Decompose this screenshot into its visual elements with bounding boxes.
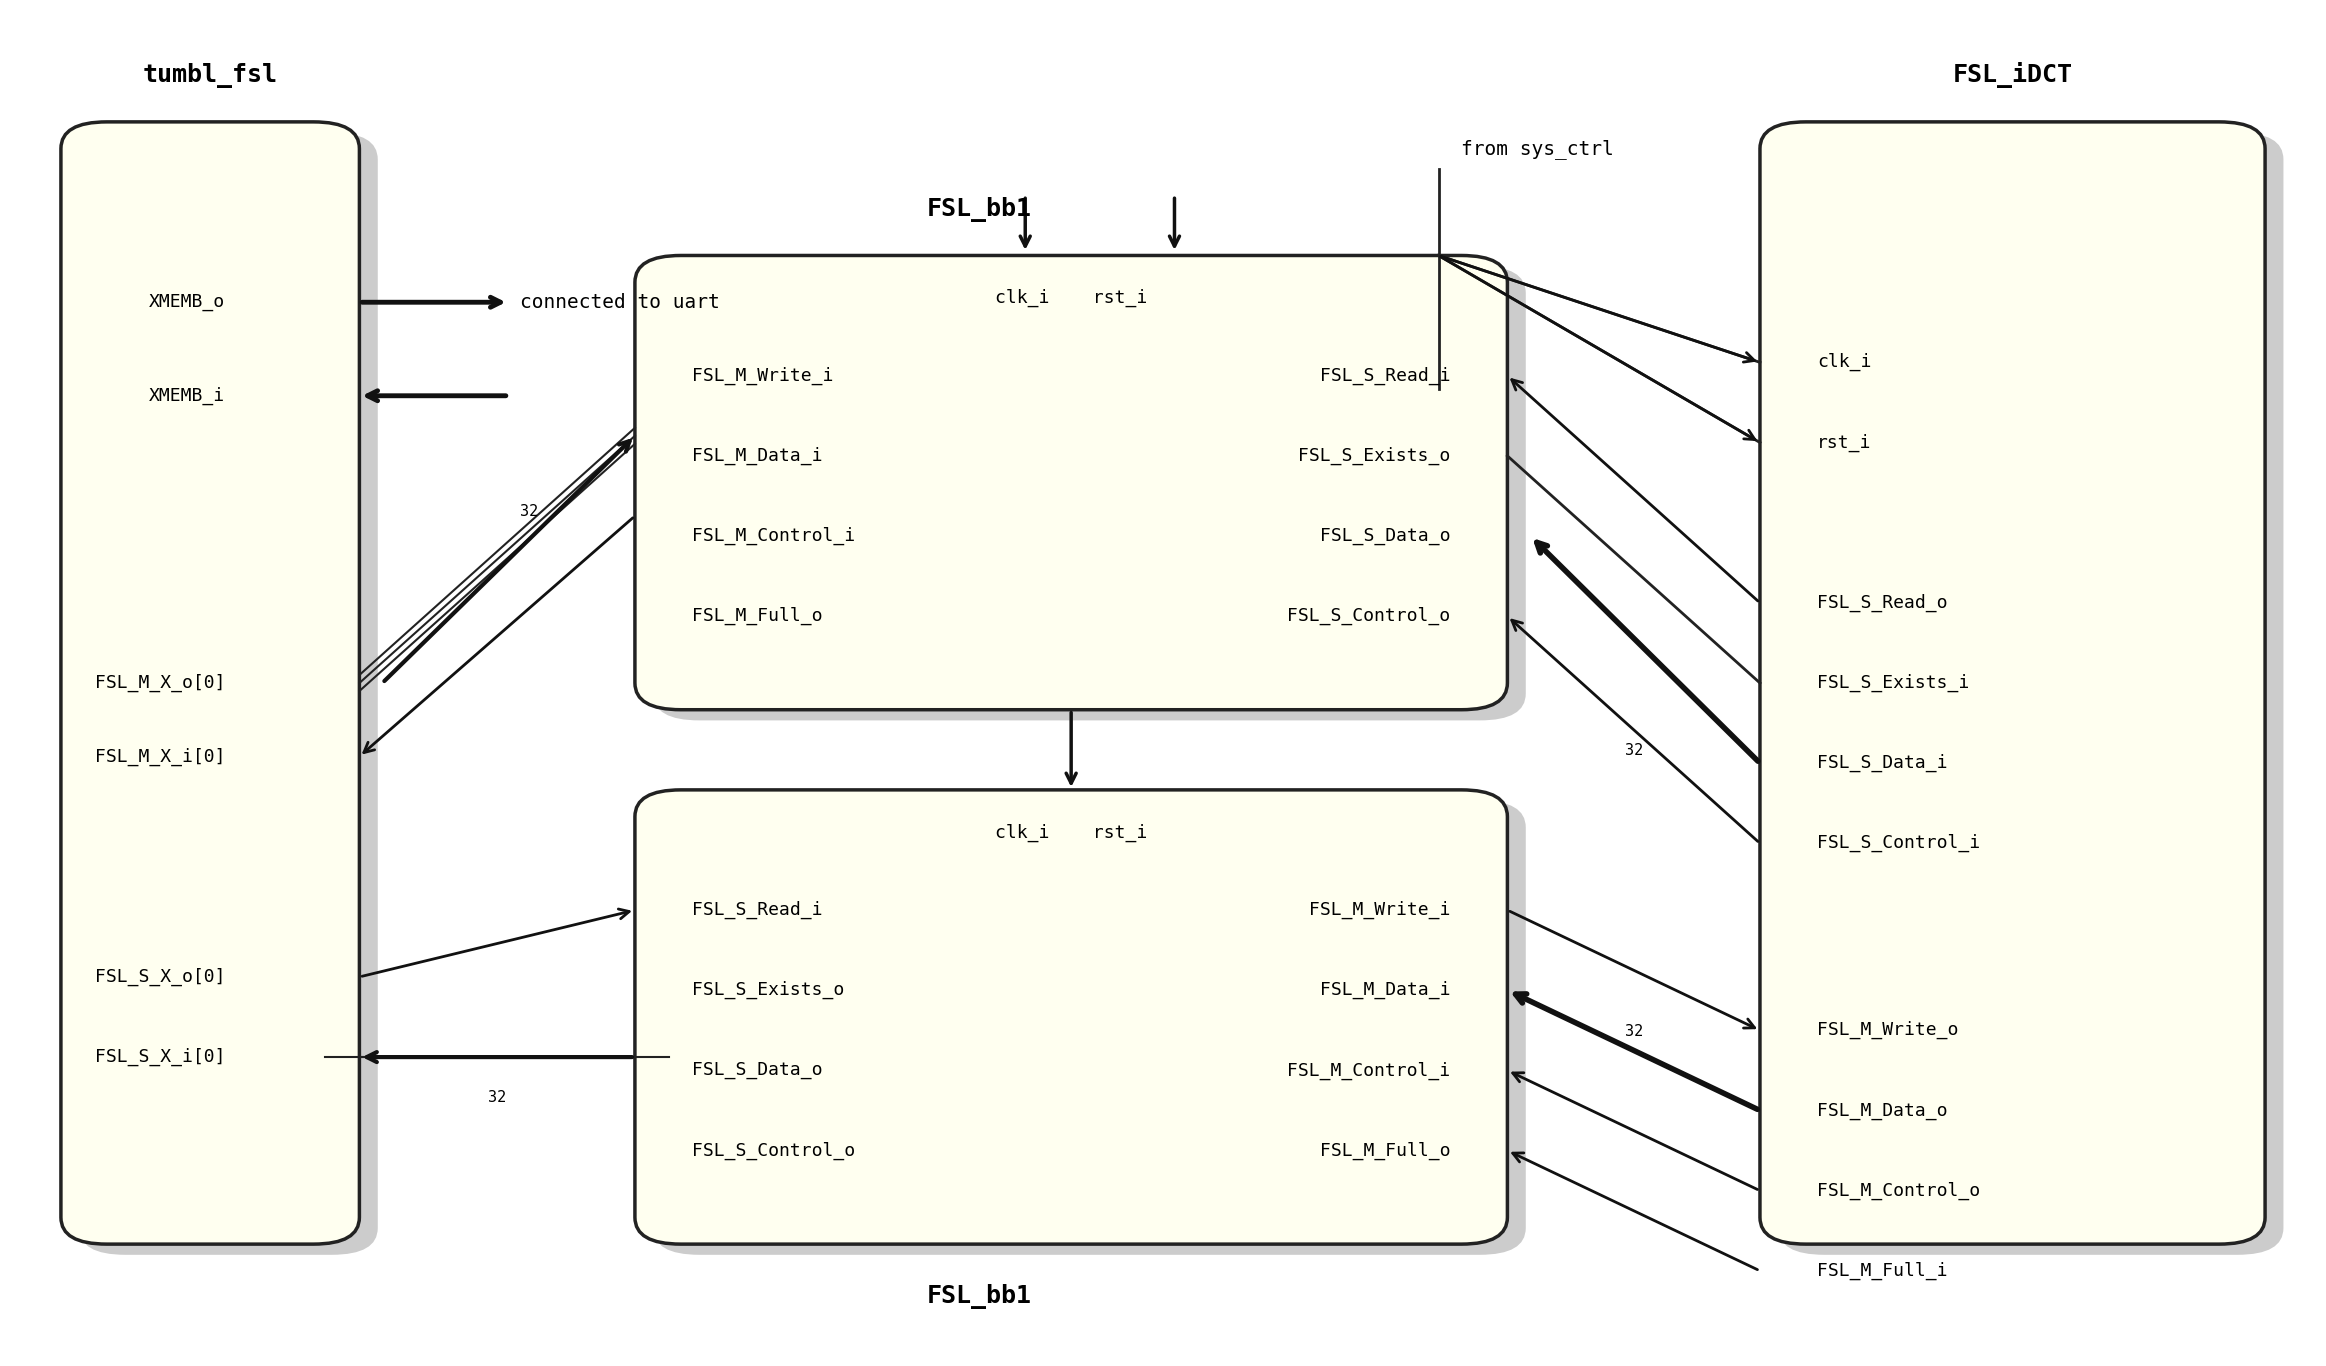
Text: rst_i: rst_i [1817,433,1872,452]
FancyBboxPatch shape [79,133,377,1255]
Text: FSL_M_Data_i: FSL_M_Data_i [1319,981,1449,1000]
Text: FSL_M_Data_o: FSL_M_Data_o [1817,1101,1947,1120]
Text: clk_i    rst_i: clk_i rst_i [996,288,1147,307]
FancyBboxPatch shape [1761,122,2266,1244]
Text: FSL_S_Control_o: FSL_S_Control_o [1286,607,1449,626]
Text: FSL_S_Control_o: FSL_S_Control_o [693,1142,856,1160]
Text: FSL_M_Full_o: FSL_M_Full_o [693,607,823,626]
Text: FSL_S_Control_i: FSL_S_Control_i [1817,835,1979,852]
Text: from sys_ctrl: from sys_ctrl [1461,138,1614,158]
Text: 32: 32 [1624,743,1642,758]
Text: FSL_S_Read_i: FSL_S_Read_i [693,902,823,919]
Text: FSL_S_X_i[0]: FSL_S_X_i[0] [95,1048,226,1067]
Text: FSL_M_Full_i: FSL_M_Full_i [1817,1262,1947,1280]
Text: connected to uart: connected to uart [521,292,719,311]
Text: FSL_M_X_i[0]: FSL_M_X_i[0] [95,747,226,765]
FancyBboxPatch shape [635,790,1507,1244]
FancyBboxPatch shape [60,122,361,1244]
FancyBboxPatch shape [654,266,1526,720]
Text: tumbl_fsl: tumbl_fsl [142,63,277,89]
Text: FSL_M_Write_i: FSL_M_Write_i [1310,902,1449,919]
Text: FSL_bb1: FSL_bb1 [926,197,1033,223]
Text: FSL_iDCT: FSL_iDCT [1952,63,2072,89]
Text: clk_i: clk_i [1817,354,1872,372]
Text: FSL_M_X_o[0]: FSL_M_X_o[0] [95,673,226,693]
Text: FSL_S_Exists_i: FSL_S_Exists_i [1817,673,1970,693]
Text: FSL_M_Write_i: FSL_M_Write_i [693,366,833,385]
Text: FSL_S_Exists_o: FSL_S_Exists_o [693,981,844,1000]
Text: FSL_S_Data_o: FSL_S_Data_o [693,1061,823,1079]
Text: FSL_bb1: FSL_bb1 [926,1284,1033,1309]
Text: FSL_M_Control_o: FSL_M_Control_o [1817,1182,1979,1199]
Text: 32: 32 [488,1090,507,1105]
Text: FSL_M_Control_i: FSL_M_Control_i [693,527,856,545]
Text: XMEMB_i: XMEMB_i [149,387,226,404]
Text: FSL_M_Write_o: FSL_M_Write_o [1817,1022,1958,1040]
Text: 32: 32 [521,504,537,519]
Text: FSL_S_Data_i: FSL_S_Data_i [1817,754,1947,772]
Text: FSL_S_Data_o: FSL_S_Data_o [1319,527,1449,545]
Text: FSL_S_Exists_o: FSL_S_Exists_o [1298,447,1449,464]
Text: XMEMB_o: XMEMB_o [149,294,226,311]
Text: FSL_M_Full_o: FSL_M_Full_o [1319,1142,1449,1160]
Text: FSL_S_Read_o: FSL_S_Read_o [1817,594,1947,612]
Text: 32: 32 [1624,1023,1642,1038]
Text: FSL_M_Data_i: FSL_M_Data_i [693,447,823,464]
FancyBboxPatch shape [635,255,1507,710]
Text: FSL_M_Control_i: FSL_M_Control_i [1286,1061,1449,1079]
Text: FSL_S_Read_i: FSL_S_Read_i [1319,366,1449,385]
FancyBboxPatch shape [1779,133,2284,1255]
FancyBboxPatch shape [654,800,1526,1255]
Text: clk_i    rst_i: clk_i rst_i [996,824,1147,841]
Text: FSL_S_X_o[0]: FSL_S_X_o[0] [95,967,226,986]
